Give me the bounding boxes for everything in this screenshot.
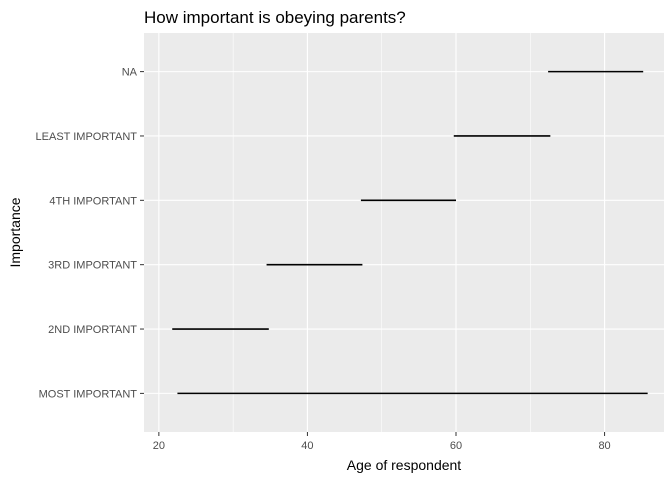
chart-title: How important is obeying parents?	[144, 8, 406, 27]
x-tick-label: 20	[153, 440, 165, 452]
y-axis: MOST IMPORTANT 2ND IMPORTANT 3RD IMPORTANT…	[36, 67, 144, 400]
y-tick-label: MOST IMPORTANT	[39, 388, 138, 400]
range-segments	[172, 70, 648, 395]
y-tick-label: 3RD IMPORTANT	[48, 260, 137, 272]
x-tick-label: 40	[301, 440, 313, 452]
y-tick-label: LEAST IMPORTANT	[36, 131, 138, 143]
y-tick-label: 4TH IMPORTANT	[49, 195, 137, 207]
y-axis-title: Importance	[7, 197, 23, 267]
x-tick-label: 60	[450, 440, 462, 452]
y-tick-label: NA	[122, 67, 138, 79]
y-tick-label: 2ND IMPORTANT	[48, 324, 137, 336]
plot-panel	[144, 33, 664, 432]
x-axis: 20 40 60 80	[153, 432, 611, 452]
minor-gridlines	[232, 33, 531, 432]
x-tick-label: 80	[598, 440, 610, 452]
x-axis-title: Age of respondent	[347, 457, 462, 473]
